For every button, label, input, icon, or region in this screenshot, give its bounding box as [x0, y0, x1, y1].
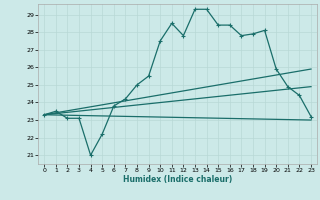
- X-axis label: Humidex (Indice chaleur): Humidex (Indice chaleur): [123, 175, 232, 184]
